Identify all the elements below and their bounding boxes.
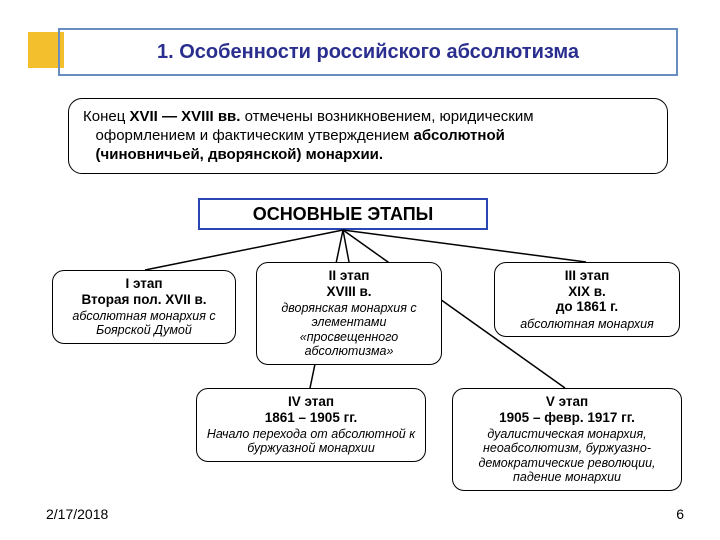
stage-3-title2: XIX в. [501, 284, 673, 300]
main-stages-label: ОСНОВНЫЕ ЭТАПЫ [253, 204, 434, 225]
stage-4-title2: 1861 – 1905 гг. [203, 410, 419, 426]
intro-line2: оформлением и фактическим утверждением [96, 127, 414, 144]
stage-4-title1: IV этап [203, 394, 419, 410]
stage-1-title1: I этап [59, 276, 229, 292]
stage-3-title3: до 1861 г. [501, 299, 673, 315]
stage-3-desc: абсолютная монархия [501, 317, 673, 331]
footer-page-number: 6 [676, 506, 684, 522]
stage-1-desc: абсолютная монархия с Боярской Думой [59, 309, 229, 338]
stage-5-box: V этап 1905 – февр. 1917 гг. дуалистичес… [452, 388, 682, 491]
stage-5-desc: дуалистическая монархия, неоабсолютизм, … [459, 427, 675, 485]
stage-3-box: III этап XIX в. до 1861 г. абсолютная мо… [494, 262, 680, 337]
stage-1-title2: Вторая пол. XVII в. [59, 292, 229, 308]
stage-5-title1: V этап [459, 394, 675, 410]
slide-title: 1. Особенности российского абсолютизма [157, 41, 579, 64]
intro-line1-prefix: Конец [83, 108, 129, 125]
slide: 1. Особенности российского абсолютизма К… [0, 0, 720, 540]
stage-2-title1: II этап [263, 268, 435, 284]
stage-4-desc: Начало перехода от абсолютной к буржуазн… [203, 427, 419, 456]
stage-2-box: II этап XVIII в. дворянская монархия с э… [256, 262, 442, 365]
stage-2-desc: дворянская монархия с элементами «просве… [263, 301, 435, 359]
intro-line3-bold: (чиновничьей, дворянской) монархии. [96, 146, 384, 163]
stage-4-box: IV этап 1861 – 1905 гг. Начало перехода … [196, 388, 426, 462]
stage-2-title2: XVIII в. [263, 284, 435, 300]
slide-title-box: 1. Особенности российского абсолютизма [58, 28, 678, 76]
stage-1-box: I этап Вторая пол. XVII в. абсолютная мо… [52, 270, 236, 344]
intro-line1-suffix: отмечены возникновением, юридическим [240, 108, 533, 125]
stage-3-title1: III этап [501, 268, 673, 284]
intro-text-box: Конец XVII — XVIII вв. отмечены возникно… [68, 98, 668, 174]
intro-line2-bold: абсолютной [414, 127, 505, 144]
stage-5-title2: 1905 – февр. 1917 гг. [459, 410, 675, 426]
main-stages-box: ОСНОВНЫЕ ЭТАПЫ [198, 198, 488, 230]
footer-date: 2/17/2018 [46, 506, 108, 522]
intro-line1-bold: XVII — XVIII вв. [129, 108, 240, 125]
